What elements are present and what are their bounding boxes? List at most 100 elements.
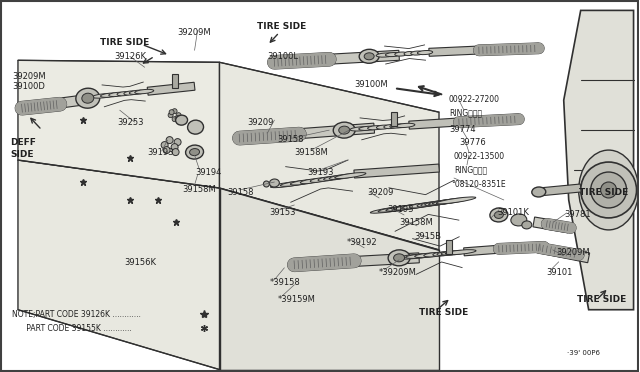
- Ellipse shape: [404, 52, 414, 55]
- Ellipse shape: [186, 145, 204, 159]
- Ellipse shape: [92, 94, 114, 98]
- Polygon shape: [391, 112, 397, 126]
- Text: TIRE SIDE: TIRE SIDE: [579, 188, 628, 197]
- Text: 39100D: 39100D: [12, 82, 45, 91]
- Ellipse shape: [425, 200, 452, 206]
- Text: 39193: 39193: [148, 148, 174, 157]
- Polygon shape: [220, 62, 439, 250]
- Ellipse shape: [376, 53, 394, 57]
- Polygon shape: [409, 114, 519, 129]
- Ellipse shape: [421, 201, 445, 206]
- Ellipse shape: [100, 93, 120, 97]
- Polygon shape: [147, 82, 195, 95]
- Ellipse shape: [291, 179, 317, 185]
- Ellipse shape: [445, 250, 476, 254]
- Ellipse shape: [371, 206, 413, 213]
- Ellipse shape: [129, 90, 145, 94]
- Circle shape: [169, 110, 174, 115]
- Text: 39153: 39153: [269, 208, 296, 217]
- Polygon shape: [21, 95, 83, 113]
- Circle shape: [168, 113, 173, 118]
- Ellipse shape: [367, 126, 384, 130]
- Text: °08120-8351E: °08120-8351E: [451, 180, 506, 189]
- Ellipse shape: [388, 250, 410, 266]
- Ellipse shape: [409, 203, 433, 208]
- Text: 39158M: 39158M: [399, 218, 433, 227]
- Ellipse shape: [188, 120, 204, 134]
- Ellipse shape: [417, 202, 437, 207]
- Ellipse shape: [271, 181, 306, 187]
- Ellipse shape: [394, 254, 404, 262]
- Ellipse shape: [386, 205, 422, 211]
- Ellipse shape: [318, 177, 336, 181]
- Ellipse shape: [359, 49, 379, 63]
- Ellipse shape: [76, 88, 100, 108]
- Ellipse shape: [385, 52, 401, 57]
- Ellipse shape: [401, 203, 429, 209]
- Circle shape: [176, 113, 181, 118]
- Ellipse shape: [124, 91, 137, 95]
- Ellipse shape: [406, 253, 436, 259]
- Ellipse shape: [579, 150, 639, 230]
- Circle shape: [161, 142, 168, 148]
- Polygon shape: [294, 253, 419, 270]
- Circle shape: [171, 144, 178, 151]
- Polygon shape: [533, 217, 570, 233]
- Text: 39774: 39774: [449, 125, 476, 134]
- Text: 39101: 39101: [547, 268, 573, 277]
- Ellipse shape: [339, 126, 349, 134]
- Polygon shape: [538, 184, 581, 196]
- Ellipse shape: [532, 187, 546, 197]
- Text: TIRE SIDE: TIRE SIDE: [100, 38, 149, 47]
- Text: *39192: *39192: [348, 238, 378, 247]
- Text: 39194: 39194: [196, 168, 222, 177]
- Text: 39158: 39158: [227, 188, 254, 197]
- Text: SIDE: SIDE: [10, 150, 33, 159]
- Text: TIRE SIDE: TIRE SIDE: [257, 22, 307, 31]
- Circle shape: [591, 172, 627, 208]
- Ellipse shape: [82, 93, 94, 103]
- Ellipse shape: [429, 199, 460, 205]
- Ellipse shape: [433, 198, 468, 205]
- Ellipse shape: [189, 148, 200, 155]
- Text: 39776: 39776: [459, 138, 486, 147]
- Polygon shape: [239, 123, 374, 143]
- Ellipse shape: [437, 251, 458, 256]
- Ellipse shape: [324, 175, 346, 180]
- Text: 00922-27200: 00922-27200: [449, 95, 500, 104]
- Polygon shape: [429, 43, 539, 56]
- Circle shape: [580, 162, 637, 218]
- Ellipse shape: [378, 205, 418, 212]
- Polygon shape: [354, 164, 439, 178]
- Circle shape: [175, 116, 180, 121]
- Text: 39209M: 39209M: [177, 28, 211, 37]
- Ellipse shape: [441, 250, 467, 255]
- Ellipse shape: [417, 51, 433, 55]
- Ellipse shape: [310, 178, 328, 182]
- Text: DEFF: DEFF: [10, 138, 36, 147]
- Text: *39158: *39158: [269, 278, 300, 287]
- Text: 39209: 39209: [248, 118, 274, 127]
- Ellipse shape: [415, 253, 440, 258]
- Polygon shape: [172, 74, 177, 88]
- Polygon shape: [538, 243, 589, 263]
- Text: 39126K: 39126K: [115, 52, 147, 61]
- Ellipse shape: [329, 174, 356, 179]
- Text: 39100L: 39100L: [268, 52, 298, 61]
- Text: 39193: 39193: [387, 205, 413, 214]
- Ellipse shape: [269, 179, 279, 187]
- Text: *39159M: *39159M: [277, 295, 316, 304]
- Ellipse shape: [433, 252, 449, 256]
- Text: ·39' 00P6: ·39' 00P6: [566, 350, 600, 356]
- Ellipse shape: [395, 52, 408, 56]
- Text: TIRE SIDE: TIRE SIDE: [419, 308, 468, 317]
- Ellipse shape: [135, 89, 154, 94]
- Circle shape: [600, 182, 616, 198]
- Text: 39209M: 39209M: [12, 72, 45, 81]
- Text: 39781: 39781: [564, 210, 591, 219]
- Ellipse shape: [280, 180, 312, 186]
- Ellipse shape: [175, 115, 188, 125]
- Text: PART CODE 39155K ............: PART CODE 39155K ............: [12, 324, 132, 333]
- Polygon shape: [446, 240, 452, 254]
- Circle shape: [172, 148, 179, 155]
